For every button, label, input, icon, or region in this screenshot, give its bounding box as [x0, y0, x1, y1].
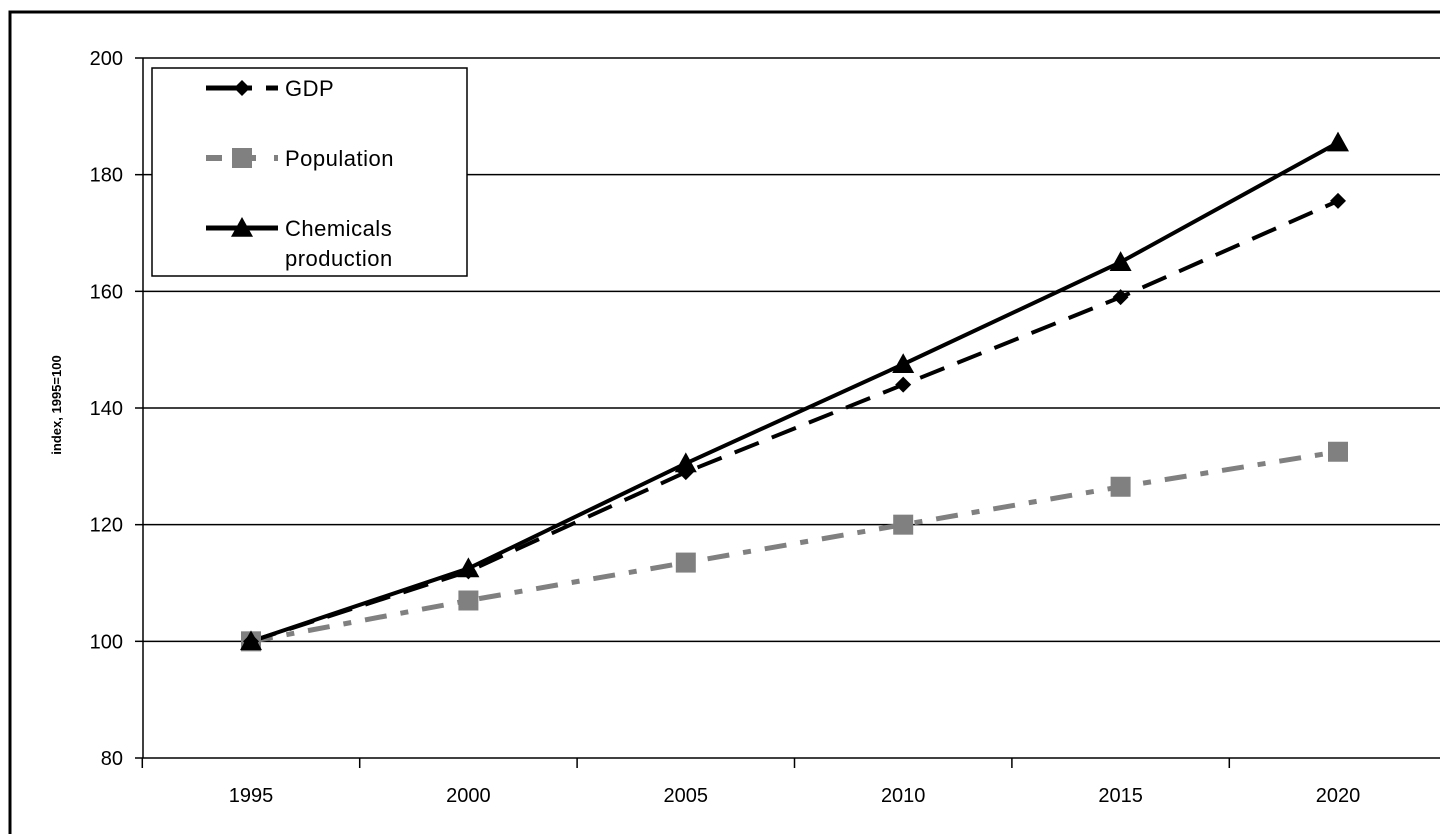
legend-label: Population [285, 146, 394, 171]
legend-label: production [285, 246, 393, 271]
chart-frame [8, 10, 1440, 839]
x-tick-label: 2000 [446, 785, 491, 807]
series-markers [240, 131, 1349, 652]
marker-chemicals-production [674, 452, 697, 473]
y-tick-label: 180 [90, 165, 123, 187]
y-tick-label: 80 [101, 748, 123, 770]
y-axis-label: index, 1995=100 [49, 355, 64, 454]
marker-gdp [895, 376, 912, 393]
y-tick-label: 120 [90, 515, 123, 537]
legend-box [151, 67, 468, 277]
legend-label: GDP [285, 76, 334, 101]
marker-population [893, 514, 914, 535]
x-tick-label: 2015 [1098, 785, 1143, 807]
marker-chemicals-production [240, 630, 262, 651]
marker-gdp [1112, 289, 1129, 306]
gridlines [143, 57, 1440, 643]
legend-marker [232, 148, 252, 168]
marker-chemicals-production [1327, 131, 1349, 152]
x-tick-label: 2005 [664, 785, 709, 807]
legend-label: Chemicals [285, 216, 392, 241]
marker-population [675, 552, 696, 573]
legend-marker [231, 217, 253, 237]
series-line-population [250, 449, 1339, 644]
x-tick-label: 2010 [881, 785, 926, 807]
marker-chemicals-production [457, 557, 480, 578]
series-line-gdp [250, 199, 1339, 644]
y-tick-label: 100 [90, 631, 123, 653]
legend-marker [234, 80, 250, 96]
x-tick-label: 2020 [1316, 785, 1361, 807]
series-lines [250, 140, 1339, 644]
marker-chemicals-production [892, 353, 915, 374]
y-tick-label: 160 [90, 281, 123, 303]
legend: GDP Population Chemicals production [151, 67, 468, 277]
axes: 80 100 120 140 160 180 200 1995 2000 2005 2010 2015… [90, 48, 1440, 807]
y-tick-label: 140 [90, 398, 123, 420]
x-tick-label: 1995 [229, 785, 274, 807]
y-tick-label: 200 [90, 48, 123, 70]
marker-gdp [1330, 192, 1346, 209]
marker-population [458, 590, 479, 611]
marker-population [1328, 441, 1348, 462]
marker-chemicals-production [1109, 251, 1132, 271]
marker-population [1110, 476, 1131, 497]
series-line-chemicals-production [250, 140, 1339, 644]
